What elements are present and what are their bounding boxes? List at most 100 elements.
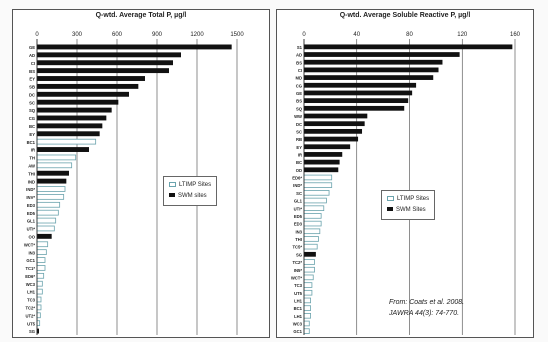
bar-ltimp: [36, 162, 73, 169]
category-label: SB: [29, 85, 35, 90]
category-label: CG: [296, 83, 302, 88]
category-label: WCT*: [291, 275, 303, 280]
category-label: TC2*: [292, 260, 302, 265]
category-label: ED6*: [292, 176, 302, 181]
category-label: IN5*: [294, 268, 303, 273]
category-label: WCT*: [24, 242, 36, 247]
bar-swm: [37, 170, 69, 176]
bar-swm: [37, 178, 67, 184]
bar-ltimp: [36, 296, 42, 303]
legend-item-swm: SWM Sites: [387, 205, 429, 216]
bar-ltimp: [36, 272, 45, 279]
bar-ltimp: [303, 205, 325, 211]
category-label: UT5: [27, 321, 36, 326]
bar-ltimp: [36, 265, 46, 271]
bar-ltimp: [36, 201, 61, 208]
chart-panel-total-p: Q-wtd. Average Total P, µg/l 0 300 600 900 1…: [12, 9, 270, 338]
bar-ltimp: [36, 138, 97, 145]
category-label: UTI*: [294, 206, 303, 211]
category-label: ED3: [294, 222, 303, 227]
category-label: UT5: [294, 291, 303, 296]
category-label: WW: [294, 114, 302, 119]
category-label: S1: [297, 45, 303, 50]
category-label: GE: [296, 91, 302, 96]
category-label: SQ: [29, 108, 36, 113]
ltimp-swatch: [169, 181, 176, 187]
category-label: BS: [296, 60, 302, 65]
srp-bar-chart: 0 40 80 120 160 S1 AD BS CI MD CG GE BS SQ WW DC SC RB EY I…: [291, 32, 521, 335]
bar-ltimp: [303, 259, 315, 265]
bar-ltimp: [36, 320, 41, 327]
bar-swm: [304, 152, 343, 157]
bar-swm: [37, 44, 232, 50]
category-label: ED3: [27, 203, 36, 208]
x-tick-label: 1500: [230, 32, 244, 38]
category-label: EY: [29, 132, 35, 137]
bar-ltimp: [36, 249, 47, 255]
bar-ltimp: [303, 243, 318, 250]
bar-ltimp: [36, 288, 43, 295]
bar-swm: [304, 75, 434, 80]
category-label: EY: [29, 77, 35, 82]
bar-ltimp: [303, 274, 314, 281]
category-label: AD: [296, 53, 302, 58]
bar-swm: [37, 123, 103, 129]
bar-swm: [304, 105, 405, 111]
legend-item-swm: SWM sites: [169, 191, 211, 202]
bar-ltimp: [36, 280, 43, 287]
bar-swm: [37, 233, 52, 239]
bar-ltimp: [303, 266, 315, 273]
bar-ltimp: [36, 217, 57, 224]
category-label: CI: [31, 61, 35, 66]
category-label: SG: [296, 252, 302, 257]
legend-label-ltimp: LTIMP Sites: [179, 182, 212, 188]
bar-ltimp: [36, 312, 41, 319]
category-label: BS: [29, 69, 35, 74]
category-label: GE: [29, 45, 35, 50]
category-label: OD: [296, 168, 302, 173]
category-label: ED5: [294, 214, 303, 219]
chart-title: Q-wtd. Average Soluble Reactive P, µg/l: [339, 12, 471, 19]
category-label: IND: [28, 179, 35, 184]
category-label: SC: [296, 191, 302, 196]
bar-swm: [37, 115, 107, 121]
bar-ltimp: [303, 320, 310, 327]
citation-line-1: From: Coats et al. 2008.: [389, 299, 465, 306]
bar-ltimp: [303, 289, 313, 296]
category-label: EY: [296, 145, 302, 150]
category-label: GC1: [293, 329, 302, 334]
legend-label-swm: SWM Sites: [396, 207, 426, 213]
category-label: OO: [28, 234, 35, 239]
bar-swm: [37, 147, 89, 152]
category-label: SQ: [296, 106, 303, 111]
category-label: ED6*: [25, 274, 35, 279]
category-label: SC: [29, 100, 35, 105]
bar-swm: [37, 83, 139, 89]
category-label: GL1: [294, 199, 303, 204]
category-label: UT2*: [25, 313, 35, 318]
category-label: IR: [298, 153, 302, 158]
x-tick-label: 0: [35, 32, 39, 38]
legend-item-ltimp: LTIMP Sites: [387, 194, 429, 205]
x-tick-label: 0: [302, 32, 306, 38]
total-p-bar-chart: 0 300 600 900 1200 1500 GE AD CI BS EY SB DC SC SQ CG BC…: [24, 32, 244, 335]
x-tick-label: 900: [152, 32, 163, 38]
category-label: UTI*: [27, 227, 36, 232]
bar-swm: [304, 167, 339, 173]
bar-ltimp: [303, 228, 321, 235]
bar-ltimp: [303, 213, 322, 219]
category-label: LH1: [27, 290, 36, 295]
bar-swm: [304, 128, 363, 134]
x-tick-label: 160: [510, 32, 521, 38]
category-label: TC3: [294, 283, 303, 288]
category-label: TC2*: [25, 306, 35, 311]
category-label: GC1: [26, 258, 35, 263]
bar-ltimp: [303, 174, 333, 181]
x-tick-label: 600: [112, 32, 123, 38]
bar-swm: [304, 159, 340, 165]
bar-ltimp: [36, 209, 59, 216]
bar-swm: [304, 136, 359, 142]
bar-swm: [37, 107, 112, 113]
bar-swm: [37, 52, 181, 58]
bar-swm: [304, 251, 316, 257]
